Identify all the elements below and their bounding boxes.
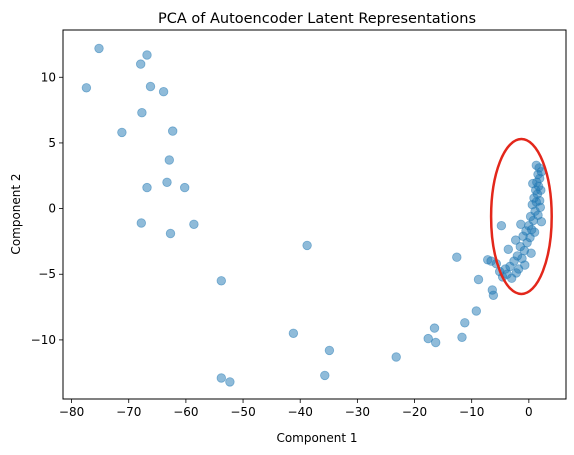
scatter-point (511, 268, 522, 278)
scatter-point (164, 155, 175, 165)
scatter-point (136, 218, 147, 228)
scatter-point (423, 333, 433, 344)
scatter-point (471, 306, 482, 316)
x-tick-label: −60 (173, 405, 198, 419)
scatter-point (511, 235, 521, 245)
y-tick-label: −10 (31, 333, 56, 347)
scatter-point (324, 345, 335, 356)
x-tick-label: −80 (59, 405, 84, 419)
x-tick-label: −40 (288, 405, 313, 419)
scatter-point (165, 228, 176, 239)
scatter-point (520, 260, 530, 270)
x-tick-label: −20 (402, 405, 427, 419)
x-tick-label: 0 (525, 405, 533, 419)
scatter-point (302, 240, 312, 251)
scatter-point (431, 337, 441, 348)
annotation-layer (489, 137, 553, 296)
scatter-point (503, 244, 514, 255)
scatter-point (429, 323, 440, 333)
y-tick-label: 10 (41, 70, 56, 84)
scatter-point (535, 195, 545, 206)
y-axis-label: Component 2 (9, 173, 23, 254)
scatter-point (167, 126, 178, 136)
x-tick-label: −70 (116, 405, 141, 419)
scatter-point (516, 219, 526, 230)
scatter-point (526, 248, 536, 258)
scatter-point (531, 160, 542, 171)
scatter-point (142, 182, 152, 193)
scatter-point (117, 127, 127, 138)
scatter-point (145, 81, 156, 92)
x-tick-label: −10 (459, 405, 484, 419)
y-tick-label: 0 (48, 202, 56, 216)
scatter-point (162, 177, 172, 188)
scatter-point (536, 216, 547, 227)
plot-frame (62, 29, 567, 400)
x-axis-ticks: −80 −70 −60 −50 −40 −30 −20 −10 0 (59, 399, 533, 419)
scatter-point (460, 318, 470, 328)
scatter-point (142, 50, 152, 60)
y-tick-label: 5 (48, 136, 56, 150)
scatter-point (135, 59, 146, 69)
scatter-point (320, 370, 330, 381)
scatter-point (189, 219, 199, 230)
scatter-points (81, 43, 547, 387)
x-tick-label: −30 (345, 405, 370, 419)
scatter-point (473, 274, 484, 285)
scatter-point (488, 290, 499, 301)
scatter-point (288, 328, 299, 339)
scatter-point (94, 43, 104, 54)
scatter-point (536, 185, 546, 195)
scatter-point (225, 377, 235, 387)
scatter-point (216, 276, 227, 286)
y-tick-label: −5 (38, 267, 56, 281)
scatter-point (528, 178, 538, 189)
scatter-point (137, 107, 147, 118)
scatter-point (457, 332, 467, 343)
scatter-point (81, 83, 92, 93)
x-axis-label: Component 1 (276, 431, 357, 445)
scatter-point (179, 182, 190, 193)
chart-title: PCA of Autoencoder Latent Representation… (158, 11, 476, 27)
cluster-highlight-ellipse (489, 137, 553, 296)
scatter-point (158, 86, 169, 97)
scatter-point (452, 252, 462, 262)
scatter-point (216, 373, 227, 383)
y-axis-ticks: −10 −5 0 5 10 (31, 70, 63, 347)
scatter-point (391, 352, 401, 362)
scatter-point (496, 220, 507, 231)
x-tick-label: −50 (230, 405, 255, 419)
scatter-point (529, 227, 540, 237)
